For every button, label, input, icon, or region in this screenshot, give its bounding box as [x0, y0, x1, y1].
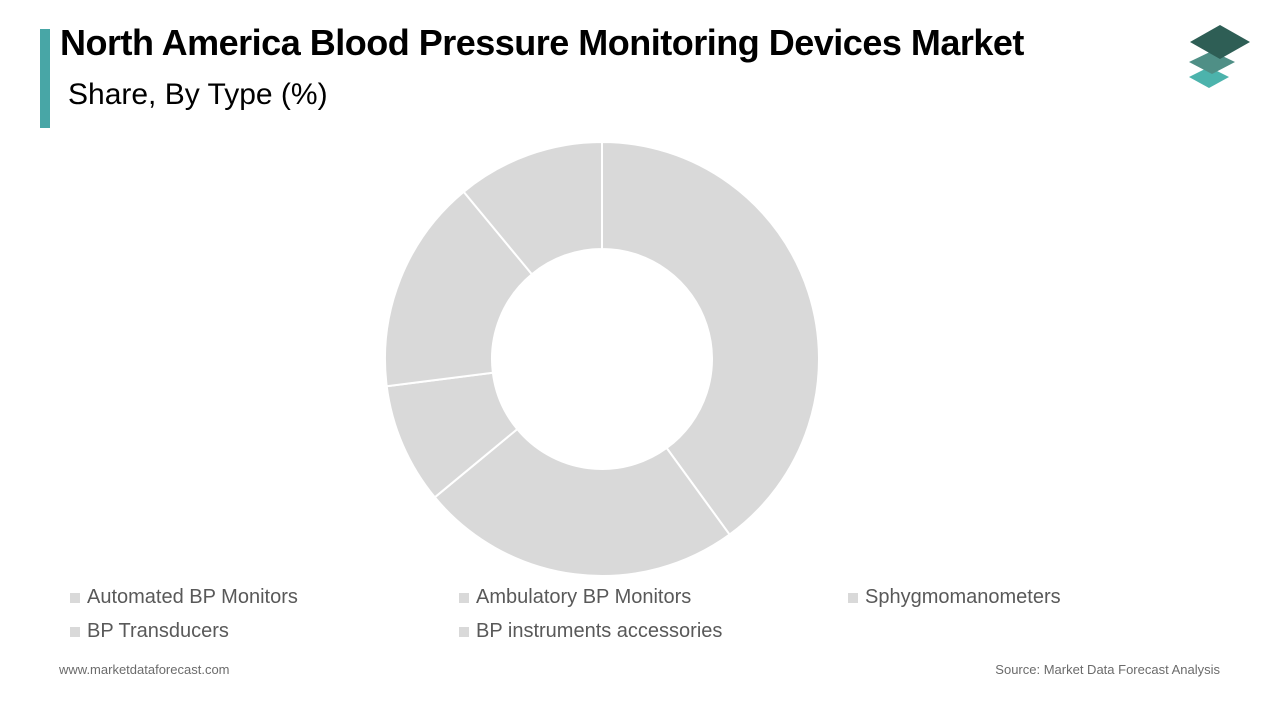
title-accent-bar — [40, 29, 50, 128]
legend-swatch — [70, 592, 80, 603]
website-url: www.marketdataforecast.com — [59, 662, 230, 677]
legend-label: Ambulatory BP Monitors — [476, 586, 692, 608]
legend-label: Sphygmomanometers — [865, 586, 1061, 608]
legend-swatch — [70, 626, 80, 637]
chart-title: North America Blood Pressure Monitoring … — [60, 22, 1024, 63]
slice-automated-bp-monitors — [601, 140, 820, 536]
legend-item-bp-transducers: BP Transducers — [70, 620, 229, 643]
legend-swatch — [459, 626, 469, 637]
logo-layer-light — [1189, 67, 1229, 88]
legend-swatch — [459, 592, 469, 603]
slice-bp-transducers — [384, 190, 534, 388]
slice-bp-instruments-accessories — [462, 140, 603, 276]
legend-item-sphygmomanometers: Sphygmomanometers — [848, 586, 1061, 609]
legend-label: Automated BP Monitors — [87, 586, 298, 608]
logo-icon — [1189, 25, 1250, 88]
legend-swatch — [848, 592, 858, 603]
donut-slices — [384, 140, 820, 577]
chart-subtitle: Share, By Type (%) — [68, 78, 328, 111]
logo-layer-dark — [1190, 25, 1250, 59]
legend-label: BP Transducers — [87, 620, 229, 642]
legend-item-automated-bp-monitors: Automated BP Monitors — [70, 586, 298, 609]
legend-label: BP instruments accessories — [476, 620, 723, 642]
legend-item-ambulatory-bp-monitors: Ambulatory BP Monitors — [459, 586, 691, 609]
slice-ambulatory-bp-monitors — [433, 427, 731, 577]
legend-item-bp-instruments-accessories: BP instruments accessories — [459, 620, 722, 643]
source-note: Source: Market Data Forecast Analysis — [995, 662, 1220, 677]
